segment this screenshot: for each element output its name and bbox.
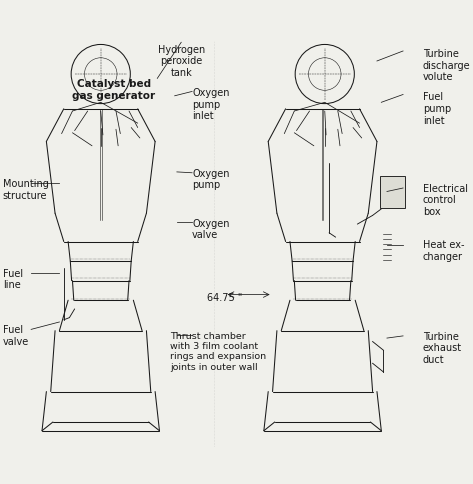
Text: Fuel
valve: Fuel valve bbox=[3, 324, 29, 346]
Text: Thrust chamber
with 3 film coolant
rings and expansion
joints in outer wall: Thrust chamber with 3 film coolant rings… bbox=[170, 331, 266, 371]
Text: Fuel
line: Fuel line bbox=[3, 268, 23, 289]
Text: 64.75 ": 64.75 " bbox=[207, 292, 242, 302]
Text: Fuel
pump
inlet: Fuel pump inlet bbox=[423, 92, 451, 125]
Text: Electrical
control
box: Electrical control box bbox=[423, 183, 468, 216]
Text: Oxygen
pump
inlet: Oxygen pump inlet bbox=[192, 88, 229, 121]
Text: Heat ex-
changer: Heat ex- changer bbox=[423, 240, 464, 261]
Text: Oxygen
valve: Oxygen valve bbox=[192, 218, 229, 240]
Text: Turbine
discharge
volute: Turbine discharge volute bbox=[423, 49, 470, 82]
Text: Oxygen
pump: Oxygen pump bbox=[192, 168, 229, 190]
Text: Mounting
structure: Mounting structure bbox=[3, 179, 49, 200]
Text: Hydrogen
peroxide
tank: Hydrogen peroxide tank bbox=[158, 45, 205, 77]
Text: Turbine
exhaust
duct: Turbine exhaust duct bbox=[423, 331, 462, 364]
Text: Catalyst bed
gas generator: Catalyst bed gas generator bbox=[72, 79, 155, 101]
FancyBboxPatch shape bbox=[380, 177, 405, 208]
